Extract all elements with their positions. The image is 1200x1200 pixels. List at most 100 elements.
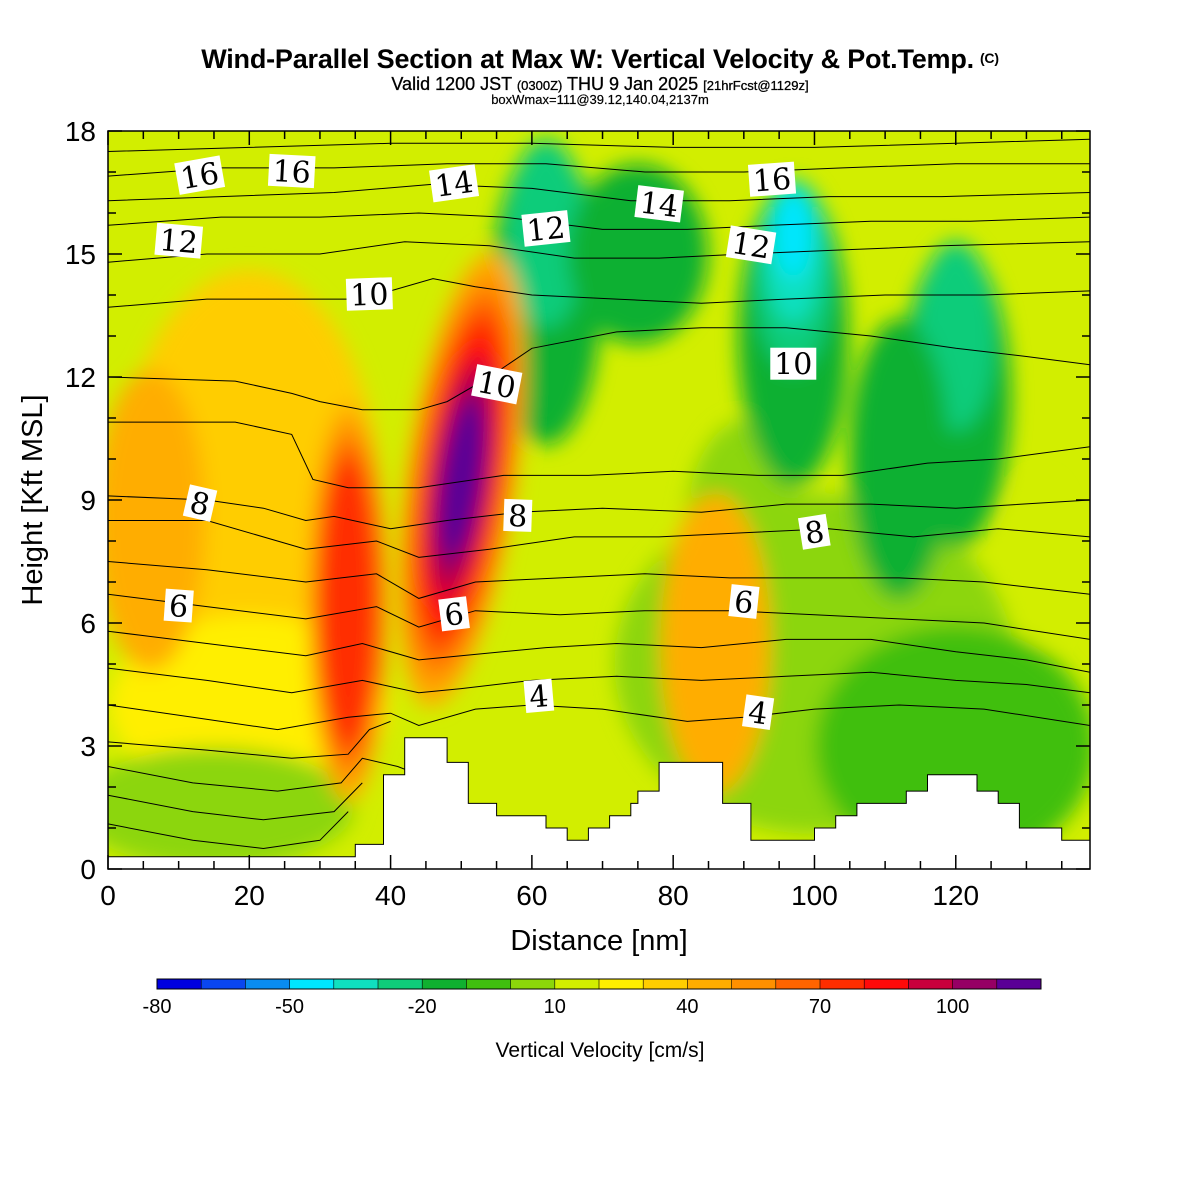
contour-label: 4 xyxy=(742,694,775,732)
contour-label-box xyxy=(345,277,393,311)
theta-contour-11 xyxy=(108,495,1090,530)
colorbar-swatch xyxy=(201,979,246,989)
contour-label-box xyxy=(747,161,797,197)
theta-contour-7 xyxy=(108,630,1090,673)
contour-label: 12 xyxy=(521,210,571,249)
contour-label-box xyxy=(154,222,204,259)
y-tick-label: 15 xyxy=(65,239,96,270)
terrain-mask xyxy=(107,737,1091,870)
contour-label: 12 xyxy=(725,225,777,267)
contour-label-box xyxy=(182,484,218,522)
contour-label-box xyxy=(523,678,555,713)
theta-contour-6 xyxy=(108,667,1090,694)
contour-label-text: 16 xyxy=(272,154,312,191)
y-tick-label: 18 xyxy=(65,116,96,147)
contour-label-box xyxy=(797,513,831,550)
colorbar-swatch xyxy=(245,979,291,989)
colorbar-swatch xyxy=(952,979,998,989)
contour-labels: 16 16 14 12 12 14 16 12 10 10 10 8 8 8 6 6 6 4 4 xyxy=(154,153,831,732)
colorbar-tick-label: 40 xyxy=(676,996,698,1018)
contour-label-box xyxy=(429,164,480,203)
y-axis: 0 3 6 9 12 15 18 xyxy=(65,116,1090,885)
contour-label-text: 12 xyxy=(158,223,199,261)
contour-label: 8 xyxy=(797,513,831,552)
colorbar-swatch xyxy=(775,979,821,989)
colorbar-swatch xyxy=(466,979,512,989)
theta-contour-19 xyxy=(108,138,1090,152)
x-tick-label: 120 xyxy=(932,880,979,911)
colorbar-swatch xyxy=(289,979,335,989)
x-tick-label: 40 xyxy=(375,880,406,911)
theta-contour-4 xyxy=(108,720,391,759)
y-tick-label: 9 xyxy=(80,485,96,516)
contour-label: 12 xyxy=(154,222,204,261)
contour-label-text: 4 xyxy=(528,679,550,716)
y-tick-label: 12 xyxy=(65,362,96,393)
colorbar-swatch xyxy=(599,979,644,989)
theta-contour-1 xyxy=(108,811,349,850)
forecast-info: [21hrFcst@1129z] xyxy=(703,78,809,93)
contour-label-box xyxy=(742,694,775,731)
colorbar-swatch xyxy=(554,979,600,989)
colorbar-tick-label: 10 xyxy=(544,996,566,1018)
colorbar: -80 -50 -20 10 40 70 100 xyxy=(143,978,1042,1018)
x-tick-label: 0 xyxy=(100,880,116,911)
contour-label-text: 12 xyxy=(525,210,567,249)
colorbar-tick-label: -20 xyxy=(408,996,437,1018)
contour-label-box xyxy=(634,185,684,223)
potential-temperature-contours xyxy=(108,138,1090,850)
theta-contour-8 xyxy=(108,593,1090,640)
colorbar-tick-label: -50 xyxy=(275,996,304,1018)
theta-contour-3 xyxy=(108,757,419,792)
contour-label-text: 16 xyxy=(752,162,793,200)
contour-label: 16 xyxy=(267,153,316,191)
title-text: Wind-Parallel Section at Max W: Vertical… xyxy=(201,44,974,74)
contour-label-text: 6 xyxy=(732,585,755,622)
colorbar-label: Vertical Velocity [cm/s] xyxy=(496,1039,705,1062)
theta-contour-14 xyxy=(108,278,1090,308)
y-tick-label: 3 xyxy=(80,731,96,762)
contour-label-box xyxy=(728,584,760,619)
colorbar-tick-label: -80 xyxy=(143,996,172,1018)
contour-label: 14 xyxy=(429,164,480,205)
updraft-region xyxy=(1010,481,1071,642)
theta-contour-2 xyxy=(108,782,363,821)
colorbar-swatch xyxy=(333,979,379,989)
updraft-core-1 xyxy=(439,401,483,558)
contour-label-text: 6 xyxy=(443,597,466,634)
x-tick-label: 60 xyxy=(516,880,547,911)
contour-label-box xyxy=(471,364,523,405)
y-axis-label: Height [Kft MSL] xyxy=(17,394,49,605)
theta-contour-10 xyxy=(108,520,1090,558)
contour-label: 8 xyxy=(503,498,533,535)
contour-label-box xyxy=(174,155,226,195)
contour-label-box xyxy=(521,210,571,247)
contour-label: 6 xyxy=(438,596,470,634)
contour-label: 16 xyxy=(174,155,226,197)
contour-label: 6 xyxy=(163,588,194,625)
y-tick-label: 6 xyxy=(80,608,96,639)
colorbar-swatch xyxy=(157,979,202,989)
y-tick-label: 0 xyxy=(80,854,96,885)
valid-prefix: Valid 1200 JST xyxy=(391,74,512,94)
theta-contour-15 xyxy=(108,241,1090,263)
colorbar-swatch xyxy=(378,979,423,989)
contour-label-text: 12 xyxy=(729,226,772,267)
x-tick-label: 80 xyxy=(658,880,689,911)
copyright-mark: (C) xyxy=(979,50,999,66)
contour-label: 6 xyxy=(728,584,760,622)
colorbar-swatch xyxy=(643,979,688,989)
contour-label-text: 10 xyxy=(774,348,812,383)
x-tick-label: 20 xyxy=(234,880,265,911)
updraft-core-3 xyxy=(660,493,771,794)
theta-contour-16 xyxy=(108,212,1090,230)
x-axis-label: Distance [nm] xyxy=(510,925,687,957)
contour-label-box xyxy=(163,588,194,623)
colorbar-swatch xyxy=(731,979,777,989)
downdraft-core-peak xyxy=(775,188,812,279)
vertical-velocity-field xyxy=(108,131,1090,869)
theta-contour-13 xyxy=(108,327,1090,411)
chart-title: Wind-Parallel Section at Max W: Vertical… xyxy=(0,44,1200,75)
valid-time-line: Valid 1200 JST (0300Z) THU 9 Jan 2025 [2… xyxy=(0,74,1200,95)
